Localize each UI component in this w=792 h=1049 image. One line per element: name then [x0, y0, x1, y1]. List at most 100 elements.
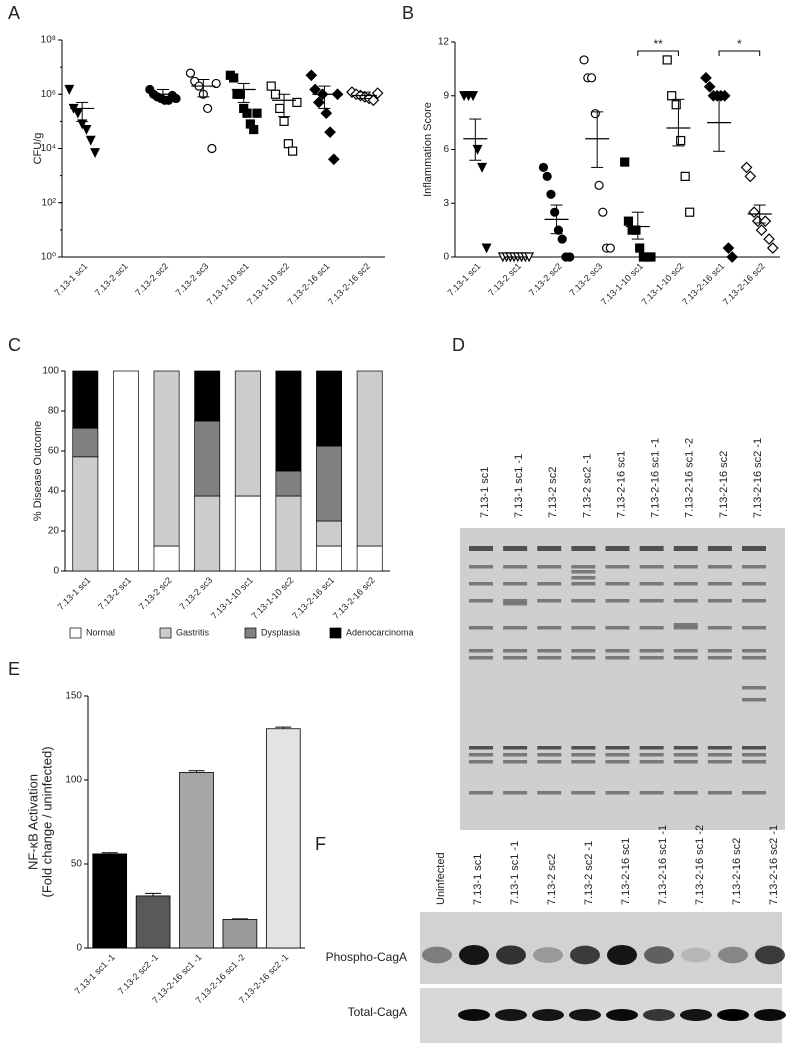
data-point [553, 225, 564, 235]
lane-label: 7.13-2-16 sc2 -1 [752, 438, 764, 518]
data-point [324, 126, 336, 139]
data-point [538, 162, 549, 173]
gel-band [571, 746, 596, 750]
gel-band [742, 698, 766, 702]
blot-band [754, 1009, 786, 1021]
y-tick-label: 10⁰ [41, 252, 56, 263]
gel-band [605, 753, 630, 757]
data-point [748, 206, 760, 219]
gel-band [707, 649, 732, 653]
y-tick-label: 0 [76, 943, 82, 954]
y-axis-title: NF-κB Activation [25, 774, 40, 870]
data-point [171, 93, 181, 104]
data-point [229, 73, 239, 83]
lane-label: 7.13-1 sc1 -1 [513, 454, 525, 518]
bar-segment [356, 545, 383, 572]
data-point [202, 103, 213, 114]
data-point [671, 100, 681, 110]
bar-segment [316, 520, 343, 547]
data-point [550, 207, 560, 217]
y-tick-label: 10⁸ [41, 35, 56, 46]
lane-label: 7.13-2 sc2 -1 [583, 841, 595, 905]
y-tick-label: 10⁶ [41, 89, 56, 100]
bar-segment [275, 370, 302, 472]
gel-band [605, 649, 630, 653]
y-tick-label: 150 [65, 691, 82, 702]
gel-band [707, 753, 732, 757]
gel-band [639, 649, 664, 653]
lane-label: 7.13-2-16 sc1 -2 [684, 438, 696, 518]
lane-label: 7.13-2-16 sc1 [620, 838, 632, 905]
blot-band [718, 946, 748, 964]
gel-band [469, 546, 493, 551]
gel-band [707, 599, 732, 603]
y-tick-label: 3 [443, 198, 449, 209]
gel-band [707, 546, 732, 551]
data-point [594, 180, 604, 190]
legend-swatch [244, 627, 257, 639]
bar-segment [194, 370, 221, 422]
gel-band [469, 753, 493, 757]
gel-band [605, 599, 630, 603]
gel-band [537, 626, 562, 630]
data-point [598, 207, 608, 217]
data-point [252, 108, 262, 118]
gel-band [537, 565, 562, 569]
gel-band [469, 582, 493, 586]
data-point [635, 243, 645, 253]
panel-letter: B [402, 3, 414, 23]
lane-label: 7.13-2-16 sc2 [718, 451, 730, 518]
gel-band [605, 626, 630, 630]
y-axis-title: CFU/g [32, 133, 44, 165]
gel-band [639, 546, 664, 551]
blot-band [717, 1009, 749, 1021]
gel-band [571, 582, 596, 586]
gel-band [571, 791, 596, 795]
data-point [279, 116, 289, 126]
gel-band [639, 656, 664, 660]
blot-band [681, 947, 711, 963]
legend-swatch [159, 627, 172, 639]
lane-label: 7.13-1 sc1 -1 [509, 841, 521, 905]
data-point [685, 207, 695, 217]
gel-band [605, 760, 630, 764]
gel-band [571, 656, 596, 660]
y-axis-title: Inflammation Score [422, 102, 434, 197]
data-point [766, 242, 779, 254]
gel-band [503, 599, 528, 603]
bar [222, 919, 258, 949]
legend-label: Gastritis [176, 627, 210, 637]
gel-band [503, 791, 528, 795]
data-point [740, 161, 753, 174]
bar-segment [275, 470, 302, 497]
lane-label: 7.13-1 sc1 [472, 854, 484, 905]
y-axis-title: % Disease Outcome [32, 421, 44, 521]
lane-label: Uninfected [435, 852, 447, 905]
blot-band [570, 945, 600, 965]
gel-band [673, 753, 698, 757]
data-point [680, 171, 690, 181]
data-point [667, 91, 677, 101]
blot-band [459, 945, 489, 965]
bar-segment [316, 370, 343, 447]
gel-band [673, 599, 698, 603]
bar-segment [234, 370, 261, 497]
gel-band [742, 565, 766, 569]
gel-band [537, 599, 562, 603]
gel-band [537, 791, 562, 795]
y-tick-label: 10² [42, 197, 57, 208]
gel-band [571, 570, 596, 574]
gel-band [673, 791, 698, 795]
gel-band [673, 623, 698, 627]
data-point [292, 97, 302, 108]
data-point [763, 233, 775, 245]
y-tick-label: 12 [438, 37, 450, 48]
gel-band [673, 760, 698, 764]
gel-band [742, 753, 766, 757]
gel-band [742, 656, 766, 660]
gel-band [537, 656, 562, 660]
lane-label: 7.13-2-16 sc1 -1 [650, 438, 662, 518]
blot-band [606, 1009, 638, 1021]
gel-band [742, 649, 766, 653]
bar-segment [194, 420, 221, 497]
